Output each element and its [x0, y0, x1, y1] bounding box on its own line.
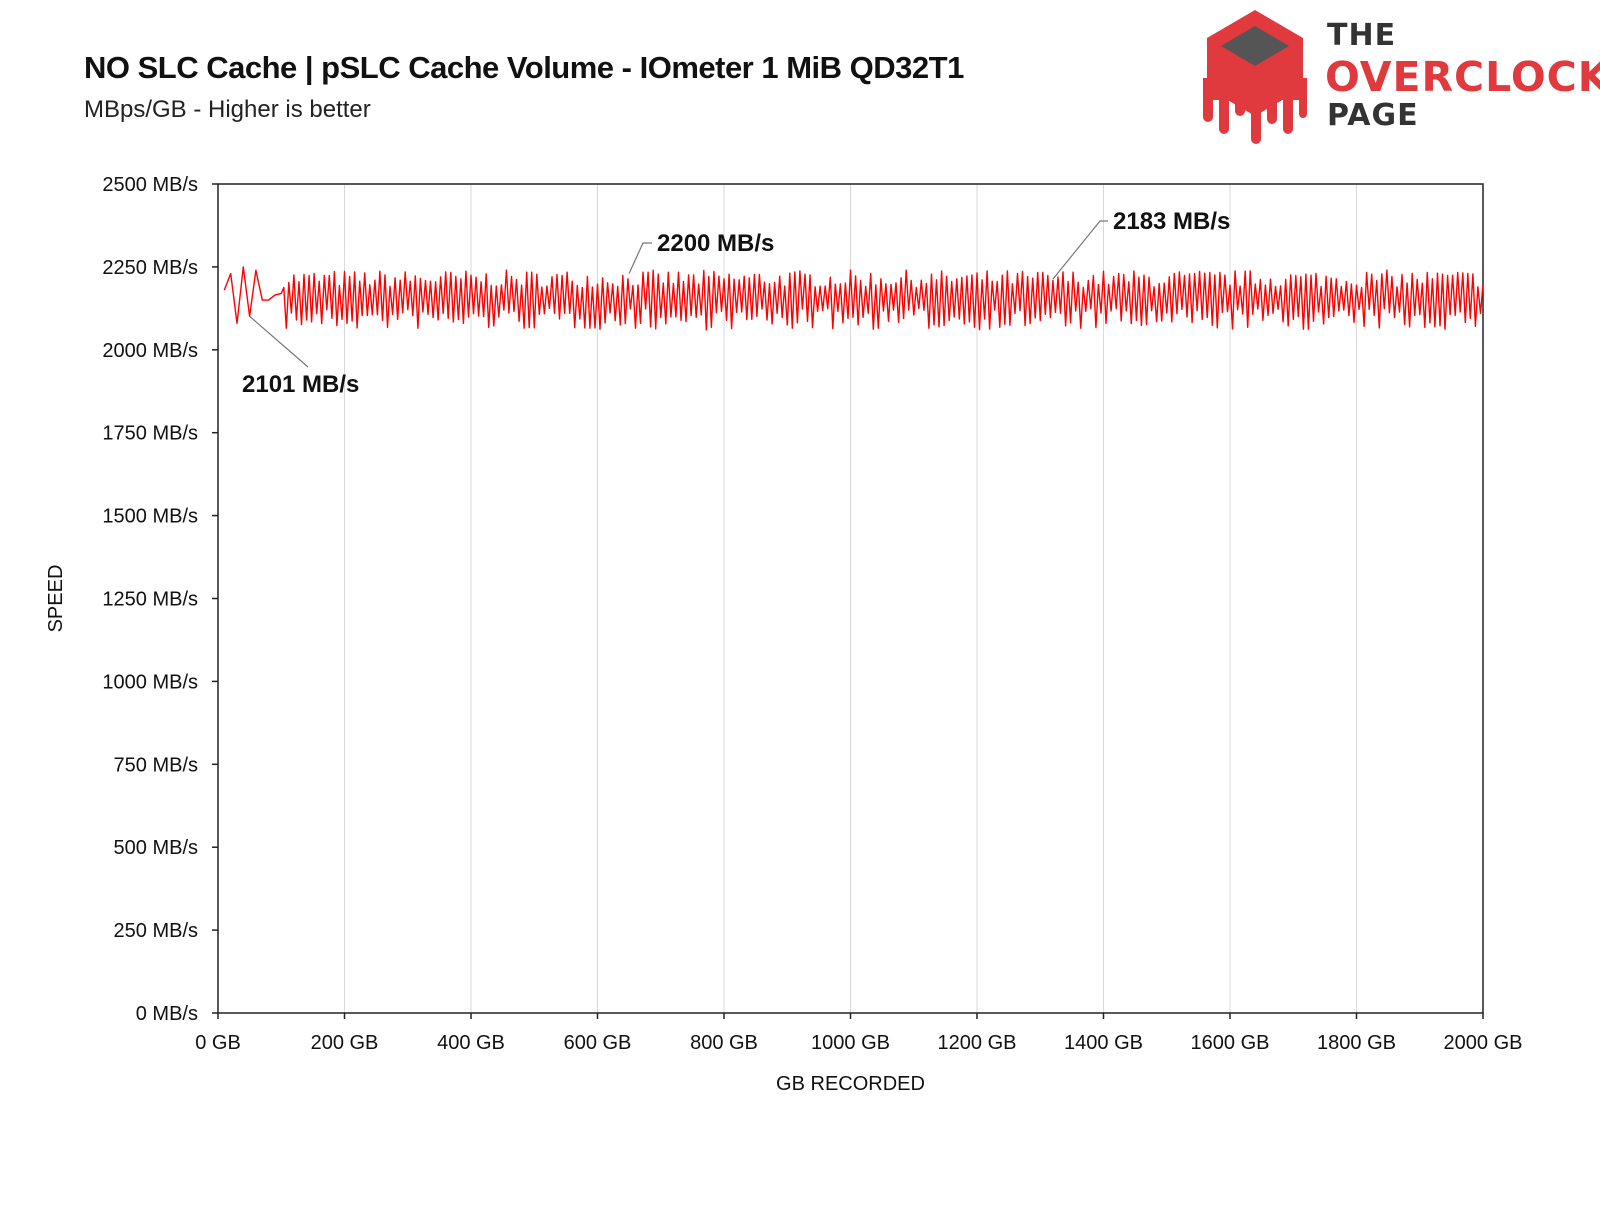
y-tick-label: 750 MB/s	[114, 754, 198, 776]
x-tick-label: 400 GB	[437, 1032, 505, 1054]
x-tick-label: 1000 GB	[811, 1032, 890, 1054]
logo-text-the: THE	[1327, 18, 1397, 53]
callout-label-2183: 2183 MB/s	[1113, 208, 1230, 235]
y-tick-label: 250 MB/s	[114, 920, 198, 942]
y-tick-label: 2500 MB/s	[102, 174, 198, 196]
x-tick-label: 800 GB	[690, 1032, 758, 1054]
chart-title: NO SLC Cache | pSLC Cache Volume - IOmet…	[84, 50, 964, 85]
overclock-page-logo: THE OVERCLOCK PAGE	[1195, 8, 1600, 158]
y-tick-label: 500 MB/s	[114, 837, 198, 859]
y-tick-label: 2000 MB/s	[102, 340, 198, 362]
x-tick-label: 200 GB	[311, 1032, 379, 1054]
logo-chip-icon	[1203, 10, 1307, 144]
y-tick-label: 1500 MB/s	[102, 506, 198, 528]
x-tick-label: 1200 GB	[938, 1032, 1017, 1054]
y-tick-label: 1750 MB/s	[102, 423, 198, 445]
logo-text-page: PAGE	[1327, 98, 1419, 133]
callout-leader-2101	[249, 315, 309, 368]
callout-leader-2183	[1052, 220, 1108, 280]
y-tick-label: 2250 MB/s	[102, 257, 198, 279]
y-tick-label: 1000 MB/s	[102, 671, 198, 693]
x-tick-label: 600 GB	[564, 1032, 632, 1054]
x-tick-label: 1400 GB	[1064, 1032, 1143, 1054]
x-tick-label: 1800 GB	[1317, 1032, 1396, 1054]
x-tick-label: 1600 GB	[1191, 1032, 1270, 1054]
y-axis-title: SPEED	[45, 565, 67, 633]
x-tick-label: 0 GB	[195, 1032, 241, 1054]
y-tick-label: 1250 MB/s	[102, 589, 198, 611]
x-axis-title: GB RECORDED	[776, 1073, 925, 1095]
logo-text-overclock: OVERCLOCK	[1325, 53, 1600, 101]
callout-leader-2200	[628, 242, 652, 274]
callout-label-2101: 2101 MB/s	[242, 371, 359, 398]
x-tick-label: 2000 GB	[1444, 1032, 1523, 1054]
callout-label-2200: 2200 MB/s	[657, 230, 774, 257]
chart-subtitle: MBps/GB - Higher is better	[84, 96, 371, 123]
speed-series-line	[223, 266, 1484, 331]
y-tick-label: 0 MB/s	[136, 1003, 198, 1025]
